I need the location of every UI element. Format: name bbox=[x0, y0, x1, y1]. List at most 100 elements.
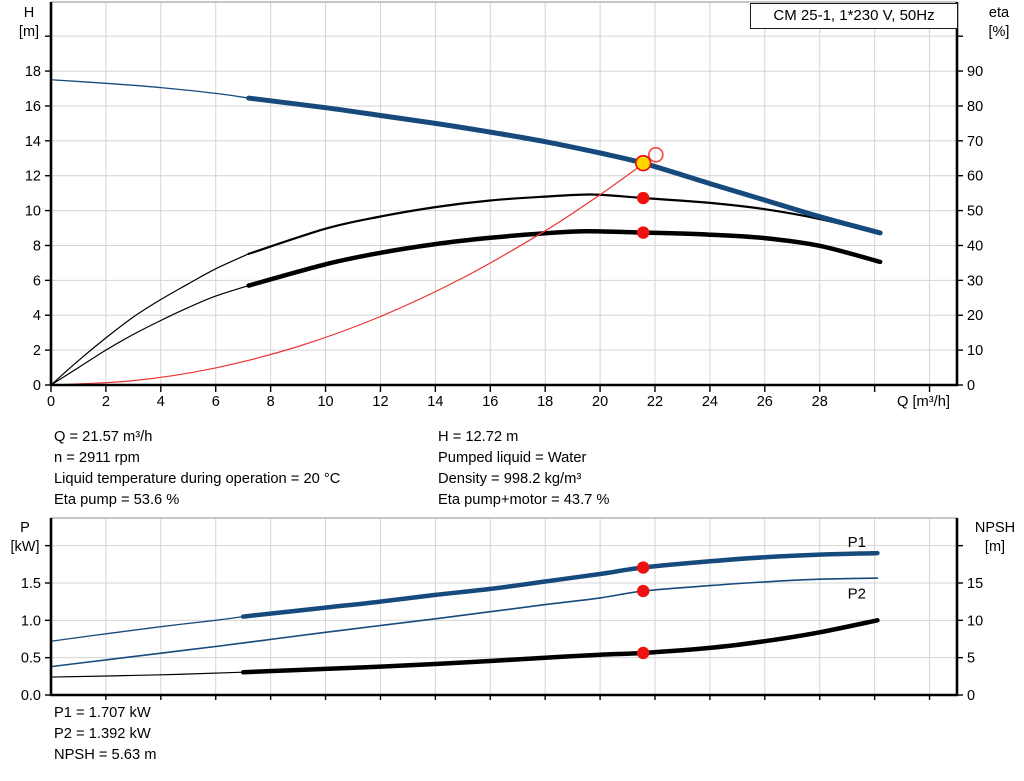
y-right-tick-label: 50 bbox=[967, 204, 983, 220]
h-axis-title: H [m] bbox=[12, 4, 46, 42]
pump-title-box: CM 25-1, 1*230 V, 50Hz bbox=[750, 3, 958, 29]
y-right-tick-label: 15 bbox=[967, 576, 983, 592]
x-tick-label: 0 bbox=[47, 394, 55, 410]
q-axis-title: Q [m³/h] bbox=[896, 394, 950, 410]
series-label-p2: P2 bbox=[848, 585, 866, 602]
y-right-tick-label: 0 bbox=[967, 688, 975, 704]
axis-ticks-and-labels: 0.0 0.5 1.0 1.5 0 5 10 15 bbox=[21, 544, 983, 704]
power-annotations: P1 = 1.707 kW P2 = 1.392 kW NPSH = 5.63 … bbox=[54, 703, 156, 766]
y-right-tick-label: 10 bbox=[967, 343, 983, 359]
eta-axis-symbol: eta bbox=[988, 5, 1010, 21]
y-left-tick-label: 4 bbox=[33, 308, 41, 324]
y-left-tick-label: 14 bbox=[25, 134, 41, 150]
eta-pump-motor-curve bbox=[246, 228, 883, 288]
y-right-tick-label: 30 bbox=[967, 273, 983, 289]
x-tick-label: 18 bbox=[537, 394, 553, 410]
info-line-p1: P1 = 1.707 kW bbox=[54, 705, 151, 721]
head-curve-low-flow bbox=[50, 79, 250, 99]
info-line-speed: n = 2911 rpm bbox=[54, 450, 140, 466]
eta-pump-curve bbox=[247, 193, 882, 255]
x-tick-label: 2 bbox=[102, 394, 110, 410]
y-left-tick-label: 10 bbox=[25, 204, 41, 220]
duty-annotations-right: H = 12.72 m Pumped liquid = Water Densit… bbox=[438, 427, 609, 511]
eta-axis-unit: [%] bbox=[988, 24, 1010, 40]
npsh-axis-unit: [m] bbox=[984, 539, 1006, 555]
y-left-tick-label: 8 bbox=[33, 238, 41, 254]
npsh-curve-low-flow bbox=[50, 671, 244, 678]
y-left-tick-label: 18 bbox=[25, 64, 41, 80]
info-line-eta-pump-motor: Eta pump+motor = 43.7 % bbox=[438, 492, 610, 508]
h-axis-unit: [m] bbox=[18, 24, 40, 40]
x-tick-label: 16 bbox=[482, 394, 498, 410]
y-left-tick-label: 1.5 bbox=[21, 576, 41, 592]
grid-lines bbox=[51, 517, 957, 695]
h-axis-symbol: H bbox=[23, 5, 35, 21]
operating-point-head bbox=[634, 154, 652, 172]
y-right-tick-label: 90 bbox=[967, 64, 983, 80]
p1-power-curve bbox=[240, 550, 880, 619]
operating-point-p1 bbox=[636, 561, 650, 574]
p-axis-title: P [kW] bbox=[6, 519, 44, 557]
operating-point-p2 bbox=[636, 584, 650, 598]
x-tick-label: 4 bbox=[157, 394, 165, 410]
p1-power-curve-low-flow bbox=[50, 615, 244, 642]
eta-pump-curve-low-flow bbox=[50, 253, 250, 386]
series-label-p1: P1 bbox=[848, 534, 866, 551]
npsh-curve bbox=[240, 618, 880, 675]
eta-axis-title: eta [%] bbox=[978, 4, 1020, 42]
x-tick-label: 22 bbox=[647, 394, 663, 410]
operating-point-eta-pump-motor bbox=[636, 226, 650, 239]
x-tick-label: 28 bbox=[812, 394, 828, 410]
info-line-density: Density = 998.2 kg/m³ bbox=[438, 471, 582, 487]
y-right-tick-label: 10 bbox=[967, 613, 983, 629]
y-right-tick-label: 70 bbox=[967, 134, 983, 150]
y-right-tick-label: 60 bbox=[967, 169, 983, 185]
operating-point-npsh bbox=[636, 646, 650, 660]
power-npsh-chart: 0.0 0.5 1.0 1.5 0 5 10 15 P1 P2 bbox=[21, 517, 983, 704]
x-tick-label: 10 bbox=[317, 394, 333, 410]
y-left-tick-label: 12 bbox=[25, 169, 41, 185]
y-left-tick-label: 0 bbox=[33, 378, 41, 394]
head-curve bbox=[246, 95, 883, 236]
duty-annotations-left: Q = 21.57 m³/h n = 2911 rpm Liquid tempe… bbox=[54, 427, 340, 511]
y-left-tick-label: 2 bbox=[33, 343, 41, 359]
axis-ticks-and-labels: 0 2 4 6 8 10 12 14 16 18 20 22 24 26 28024681012141618… bbox=[25, 35, 983, 410]
x-tick-label: 12 bbox=[372, 394, 388, 410]
info-line-p2: P2 = 1.392 kW bbox=[54, 726, 151, 742]
y-left-tick-label: 6 bbox=[33, 273, 41, 289]
x-tick-label: 14 bbox=[427, 394, 443, 410]
npsh-axis-title: NPSH [m] bbox=[966, 519, 1024, 557]
y-left-tick-label: 16 bbox=[25, 99, 41, 115]
y-right-tick-label: 0 bbox=[967, 378, 975, 394]
x-tick-label: 8 bbox=[267, 394, 275, 410]
axis-frame bbox=[49, 518, 959, 697]
axis-frame bbox=[49, 2, 959, 387]
y-right-tick-label: 40 bbox=[967, 238, 983, 254]
y-left-tick-label: 1.0 bbox=[21, 613, 41, 629]
requested-duty-point bbox=[647, 146, 664, 163]
eta-pump-motor-curve-low-flow bbox=[50, 285, 250, 386]
x-tick-label: 20 bbox=[592, 394, 608, 410]
system-curve bbox=[50, 158, 651, 386]
p-axis-unit: [kW] bbox=[10, 539, 40, 555]
y-right-tick-label: 80 bbox=[967, 99, 983, 115]
p2-power-curve bbox=[50, 577, 879, 668]
info-line-npsh: NPSH = 5.63 m bbox=[54, 747, 157, 763]
p-axis-symbol: P bbox=[20, 520, 30, 536]
y-left-tick-label: 0.5 bbox=[21, 651, 41, 667]
info-line-h: H = 12.72 m bbox=[438, 429, 519, 445]
y-left-tick-label: 0.0 bbox=[21, 688, 41, 704]
x-tick-label: 26 bbox=[757, 394, 773, 410]
info-line-pumped-liquid: Pumped liquid = Water bbox=[438, 450, 587, 466]
info-line-liquid-temperature: Liquid temperature during operation = 20… bbox=[54, 471, 341, 487]
operating-point-eta-pump bbox=[636, 191, 650, 205]
y-right-tick-label: 5 bbox=[967, 651, 975, 667]
info-line-q: Q = 21.57 m³/h bbox=[54, 429, 153, 445]
info-line-eta-pump: Eta pump = 53.6 % bbox=[54, 492, 180, 508]
x-tick-label: 24 bbox=[702, 394, 718, 410]
x-tick-label: 6 bbox=[212, 394, 220, 410]
qh-eta-chart: 0 2 4 6 8 10 12 14 16 18 20 22 24 26 28024681012141618… bbox=[25, 1, 983, 410]
npsh-axis-symbol: NPSH bbox=[974, 520, 1016, 536]
